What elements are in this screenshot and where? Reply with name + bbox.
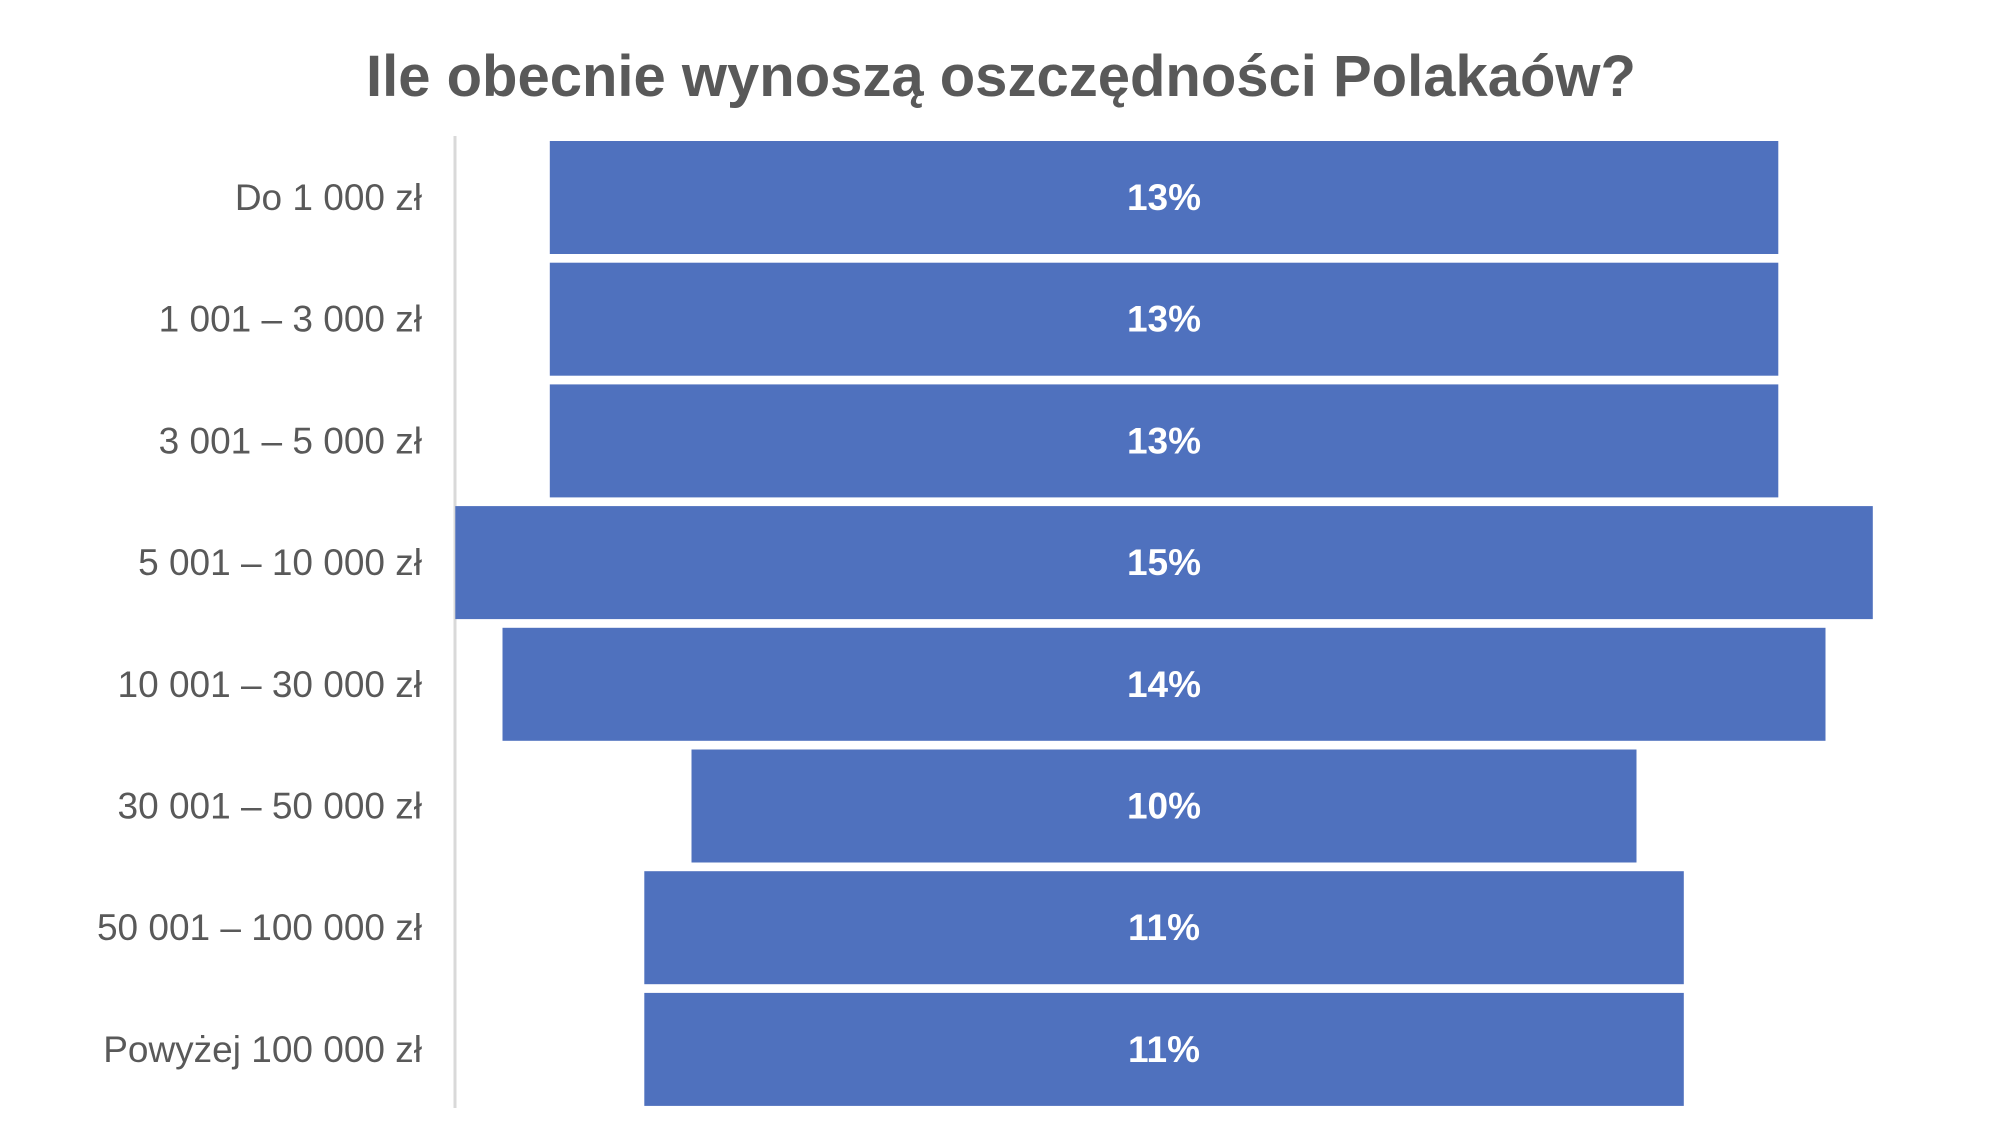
funnel-bar xyxy=(549,262,1779,376)
category-label: 10 001 – 30 000 zł xyxy=(118,664,422,705)
category-labels-group: Do 1 000 zł 1 001 – 3 000 zł 3 001 – 5 000… xyxy=(97,177,422,1070)
category-label: 1 001 – 3 000 zł xyxy=(159,299,422,340)
category-label: Do 1 000 zł xyxy=(235,177,422,218)
data-label: 15% xyxy=(1127,542,1201,583)
category-label: 50 001 – 100 000 zł xyxy=(97,907,422,948)
funnel-bar xyxy=(691,749,1637,863)
data-label: 11% xyxy=(1128,907,1200,948)
funnel-bar xyxy=(502,627,1826,741)
data-label: 10% xyxy=(1127,786,1201,827)
data-label: 13% xyxy=(1127,420,1201,461)
category-label: 30 001 – 50 000 zł xyxy=(118,786,422,827)
funnel-bar xyxy=(549,141,1779,254)
funnel-bar xyxy=(549,384,1779,498)
data-labels-group: 13% 13% 13% 15% 14% 10% 11% 11% xyxy=(1127,177,1201,1070)
bars-group xyxy=(455,141,1873,1106)
data-label: 11% xyxy=(1128,1029,1200,1070)
data-label: 14% xyxy=(1127,664,1201,705)
category-label: 3 001 – 5 000 zł xyxy=(159,420,422,461)
data-label: 13% xyxy=(1127,299,1201,340)
funnel-bar xyxy=(644,992,1684,1106)
funnel-bar xyxy=(455,506,1873,620)
funnel-bar xyxy=(644,871,1684,985)
category-label: 5 001 – 10 000 zł xyxy=(138,542,422,583)
data-label: 13% xyxy=(1127,177,1201,218)
category-label: Powyżej 100 000 zł xyxy=(103,1029,422,1070)
chart-title: Ile obecnie wynoszą oszczędności Polakaó… xyxy=(366,44,1636,109)
